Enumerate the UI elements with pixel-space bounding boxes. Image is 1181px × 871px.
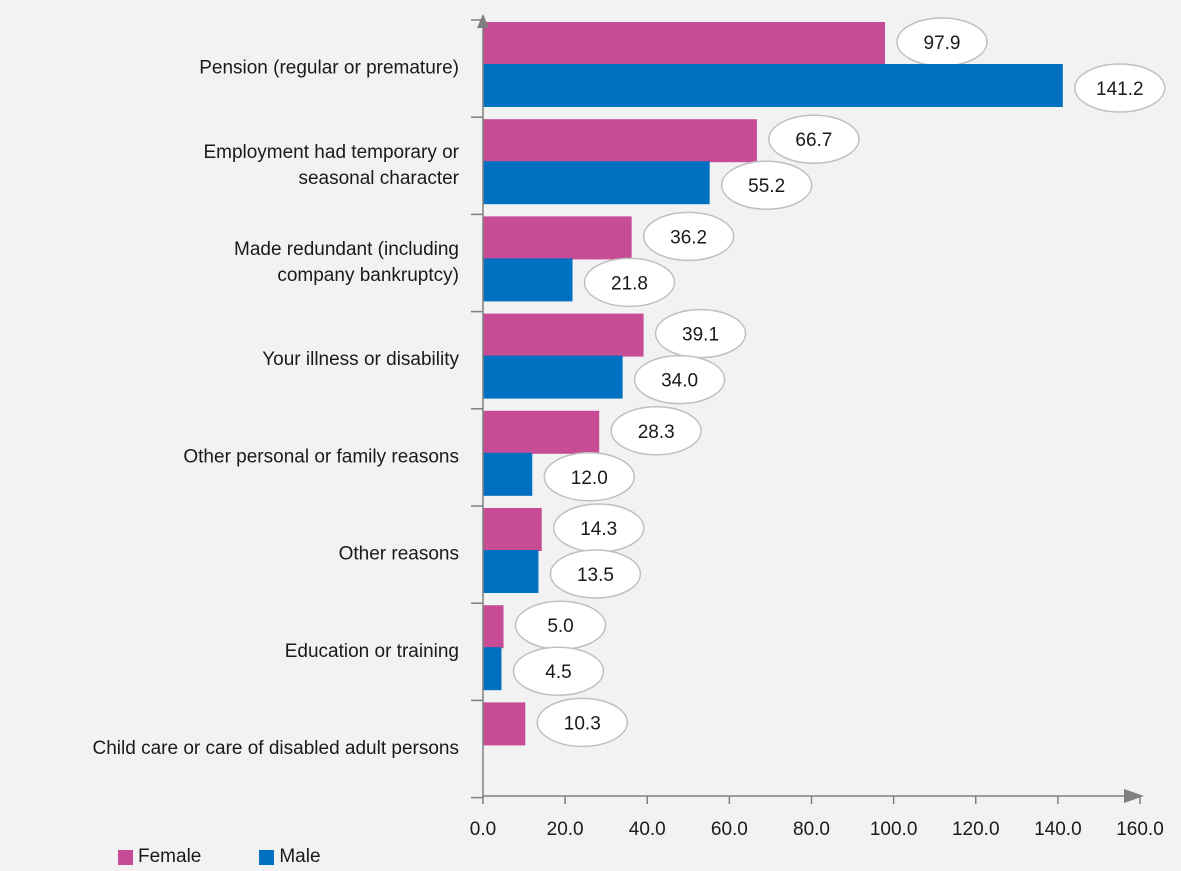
data-label-male-0: 141.2 xyxy=(1096,79,1144,100)
bar-female-6 xyxy=(483,605,504,649)
x-tick-label-7: 140.0 xyxy=(1034,819,1082,840)
x-tick-label-4: 80.0 xyxy=(793,819,830,840)
legend-item-female: Female xyxy=(118,846,201,868)
data-label-male-3: 34.0 xyxy=(661,371,698,392)
x-tick-label-3: 60.0 xyxy=(711,819,748,840)
category-label-3: Your illness or disability xyxy=(262,349,459,370)
bar-female-1 xyxy=(483,119,757,163)
bar-male-2 xyxy=(483,258,573,302)
bar-female-3 xyxy=(483,313,644,357)
legend-swatch-male xyxy=(259,849,275,865)
x-axis-arrow-icon xyxy=(1124,789,1144,803)
data-label-male-6: 4.5 xyxy=(545,662,571,683)
bar-male-4 xyxy=(483,452,533,496)
data-label-female-3: 39.1 xyxy=(682,325,719,346)
data-label-bubble-female-1 xyxy=(768,114,860,164)
category-label-6: Education or training xyxy=(285,641,459,662)
data-label-female-7: 10.3 xyxy=(564,713,601,734)
bar-male-3 xyxy=(483,355,623,399)
x-tick-label-8: 160.0 xyxy=(1116,819,1164,840)
category-label-1-line-1: seasonal character xyxy=(298,168,459,189)
data-label-male-2: 21.8 xyxy=(611,273,648,294)
data-label-bubble-female-2 xyxy=(642,211,735,262)
x-tick-label-6: 120.0 xyxy=(952,819,1000,840)
data-label-female-6: 5.0 xyxy=(547,616,573,637)
category-label-5: Other reasons xyxy=(339,544,459,565)
bar-female-2 xyxy=(483,216,632,260)
category-label-4: Other personal or family reasons xyxy=(183,446,459,467)
legend-item-male: Male xyxy=(259,846,321,868)
bar-female-7 xyxy=(483,702,526,746)
category-label-0: Pension (regular or premature) xyxy=(199,58,459,79)
category-label-7: Child care or care of disabled adult per… xyxy=(93,738,459,759)
category-label-2-line-1: company bankruptcy) xyxy=(277,265,459,286)
bar-chart-svg: 97.9 66.7 36.2 39.1 28.3 14.3 5.0 10.3 141.2 55.2… xyxy=(93,14,1166,840)
data-label-female-0: 97.9 xyxy=(924,33,961,54)
x-tick-label-0: 0.0 xyxy=(470,819,496,840)
category-label-1-line-0: Employment had temporary or xyxy=(203,142,459,163)
data-label-female-5: 14.3 xyxy=(580,519,617,540)
data-label-male-1: 55.2 xyxy=(748,176,785,197)
data-label-male-4: 12.0 xyxy=(571,468,608,489)
x-tick-label-5: 100.0 xyxy=(870,819,918,840)
y-axis-arrow-icon xyxy=(477,14,489,28)
data-label-female-4: 28.3 xyxy=(638,422,675,443)
x-tick-label-2: 40.0 xyxy=(629,819,666,840)
bar-female-5 xyxy=(483,508,542,551)
bar-male-6 xyxy=(483,647,502,691)
bar-male-1 xyxy=(483,161,710,205)
legend-label-female: Female xyxy=(138,846,202,867)
data-label-bubble-female-4 xyxy=(610,406,702,456)
bar-male-0 xyxy=(483,64,1063,107)
bar-male-5 xyxy=(483,550,539,593)
legend-swatch-female xyxy=(118,849,133,865)
data-label-bubble-male-5 xyxy=(549,549,642,599)
data-label-bubble-male-4 xyxy=(543,452,636,502)
legend: Female Male xyxy=(118,846,379,868)
data-label-bubble-male-6 xyxy=(512,646,605,696)
data-label-bubble-male-2 xyxy=(583,257,676,308)
data-label-female-1: 66.7 xyxy=(795,130,832,151)
x-tick-label-1: 20.0 xyxy=(547,819,584,840)
legend-label-male: Male xyxy=(279,846,321,867)
data-label-bubble-male-0 xyxy=(1074,63,1166,113)
data-label-female-2: 36.2 xyxy=(670,227,707,248)
data-label-bubble-male-1 xyxy=(720,160,813,210)
category-label-2-line-0: Made redundant (including xyxy=(234,239,459,260)
bar-female-0 xyxy=(483,22,886,65)
bar-female-4 xyxy=(483,410,600,454)
data-label-bubble-male-3 xyxy=(633,354,726,405)
data-label-male-5: 13.5 xyxy=(577,565,614,586)
data-label-bubble-female-7 xyxy=(536,697,629,748)
